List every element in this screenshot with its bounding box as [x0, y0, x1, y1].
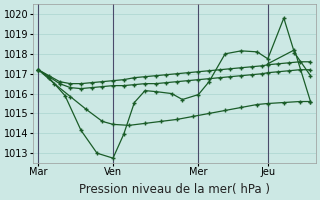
X-axis label: Pression niveau de la mer( hPa ): Pression niveau de la mer( hPa ) [79, 183, 270, 196]
